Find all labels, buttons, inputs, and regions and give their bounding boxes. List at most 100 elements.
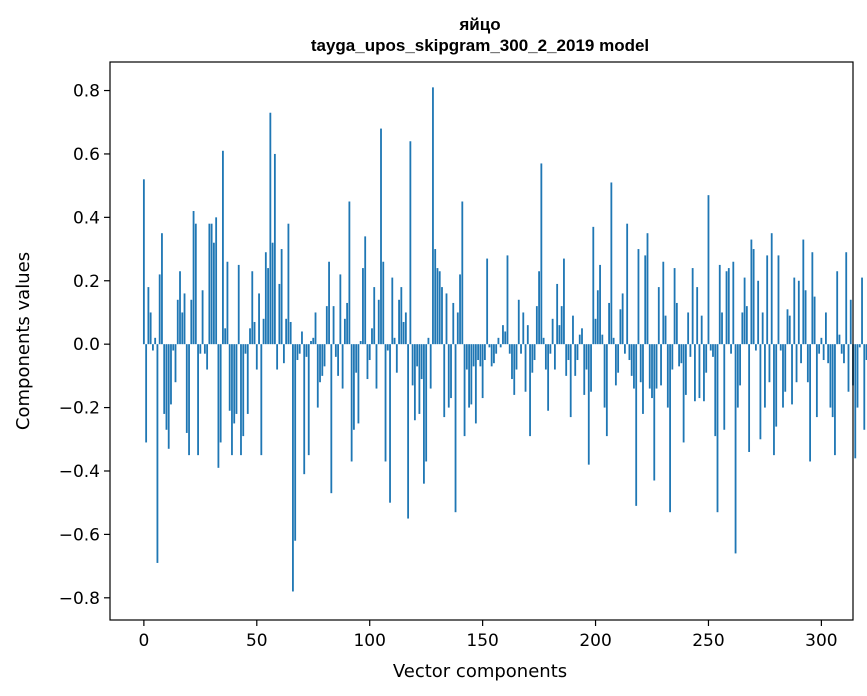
bar (542, 337, 545, 345)
x-tick-label: 100 (353, 631, 385, 651)
bar (533, 344, 536, 361)
bar (497, 337, 500, 345)
bar (673, 268, 676, 345)
bar (574, 344, 577, 376)
bar (563, 258, 565, 345)
bar (587, 344, 590, 465)
bar (766, 255, 769, 345)
bar (380, 128, 382, 345)
bar (222, 150, 224, 345)
bar (420, 344, 423, 380)
bar (423, 344, 425, 484)
bar (472, 344, 475, 367)
bar (601, 334, 604, 345)
bar (621, 293, 624, 345)
bar (271, 242, 274, 345)
bar (441, 287, 443, 345)
bar (188, 344, 190, 456)
bar (633, 344, 635, 389)
bar (400, 287, 403, 345)
bar (732, 261, 735, 345)
bar (553, 344, 556, 370)
bar (506, 255, 509, 345)
bar (375, 344, 378, 389)
bar (610, 182, 613, 345)
bar (382, 261, 385, 345)
x-tick-label: 0 (138, 631, 149, 651)
bar-series (142, 87, 867, 592)
bar (427, 337, 430, 345)
bar (644, 255, 647, 345)
x-tick-label: 50 (246, 631, 268, 651)
bar (486, 258, 489, 345)
bar (624, 344, 626, 354)
chart-title: яйцо (458, 15, 500, 34)
bar (237, 264, 240, 345)
bar (477, 344, 480, 361)
y-tick-label: −0.2 (59, 399, 100, 419)
bar (802, 239, 805, 345)
bar (190, 299, 193, 345)
bar (646, 233, 649, 345)
bar (260, 344, 263, 456)
bar (825, 312, 827, 345)
bar (786, 309, 789, 345)
bar (714, 344, 717, 437)
bar (637, 249, 640, 345)
bar (556, 283, 559, 345)
bar (572, 315, 574, 345)
bar (493, 344, 495, 364)
bar (194, 223, 197, 345)
bar (152, 344, 154, 351)
bar (456, 312, 459, 345)
bar (443, 344, 446, 418)
bar (269, 112, 272, 345)
bar (843, 344, 845, 364)
bar (655, 344, 658, 389)
bar (142, 179, 145, 345)
bar (827, 344, 830, 364)
bar (725, 271, 728, 345)
bar (310, 341, 312, 345)
bar (459, 274, 461, 345)
bar (603, 344, 606, 408)
bar (630, 344, 633, 376)
bar (147, 287, 150, 345)
bar (745, 306, 748, 345)
axis-ticks: 0 50 100 150 200 250 300 −0.8 −0.6 −0.4 −0.2 0.0 0.2… (59, 82, 838, 651)
bar (337, 344, 339, 376)
bar (436, 268, 439, 345)
bar (754, 344, 757, 351)
bar (258, 293, 260, 345)
bar (208, 223, 211, 345)
bar (233, 344, 236, 424)
bar (508, 344, 511, 354)
bar (314, 312, 317, 345)
bar (535, 306, 538, 345)
plot-frame (109, 61, 854, 621)
bar (669, 344, 671, 513)
bar (373, 287, 376, 345)
bar (684, 344, 687, 395)
bar (671, 344, 674, 370)
bar (662, 261, 665, 345)
bar (273, 153, 276, 345)
bar (389, 344, 391, 503)
bar (201, 290, 204, 345)
bar (296, 344, 299, 361)
bar (716, 344, 719, 513)
bar (856, 344, 859, 408)
bar (323, 344, 326, 367)
bar (217, 344, 220, 468)
bar (301, 331, 303, 345)
bar (775, 344, 778, 427)
x-tick-label: 200 (579, 631, 611, 651)
bar (240, 344, 242, 456)
bar (377, 299, 380, 345)
bar (599, 264, 601, 345)
bar (804, 290, 807, 345)
bar (782, 344, 784, 408)
bar (818, 344, 821, 354)
bar (235, 344, 238, 414)
bar (398, 299, 400, 345)
